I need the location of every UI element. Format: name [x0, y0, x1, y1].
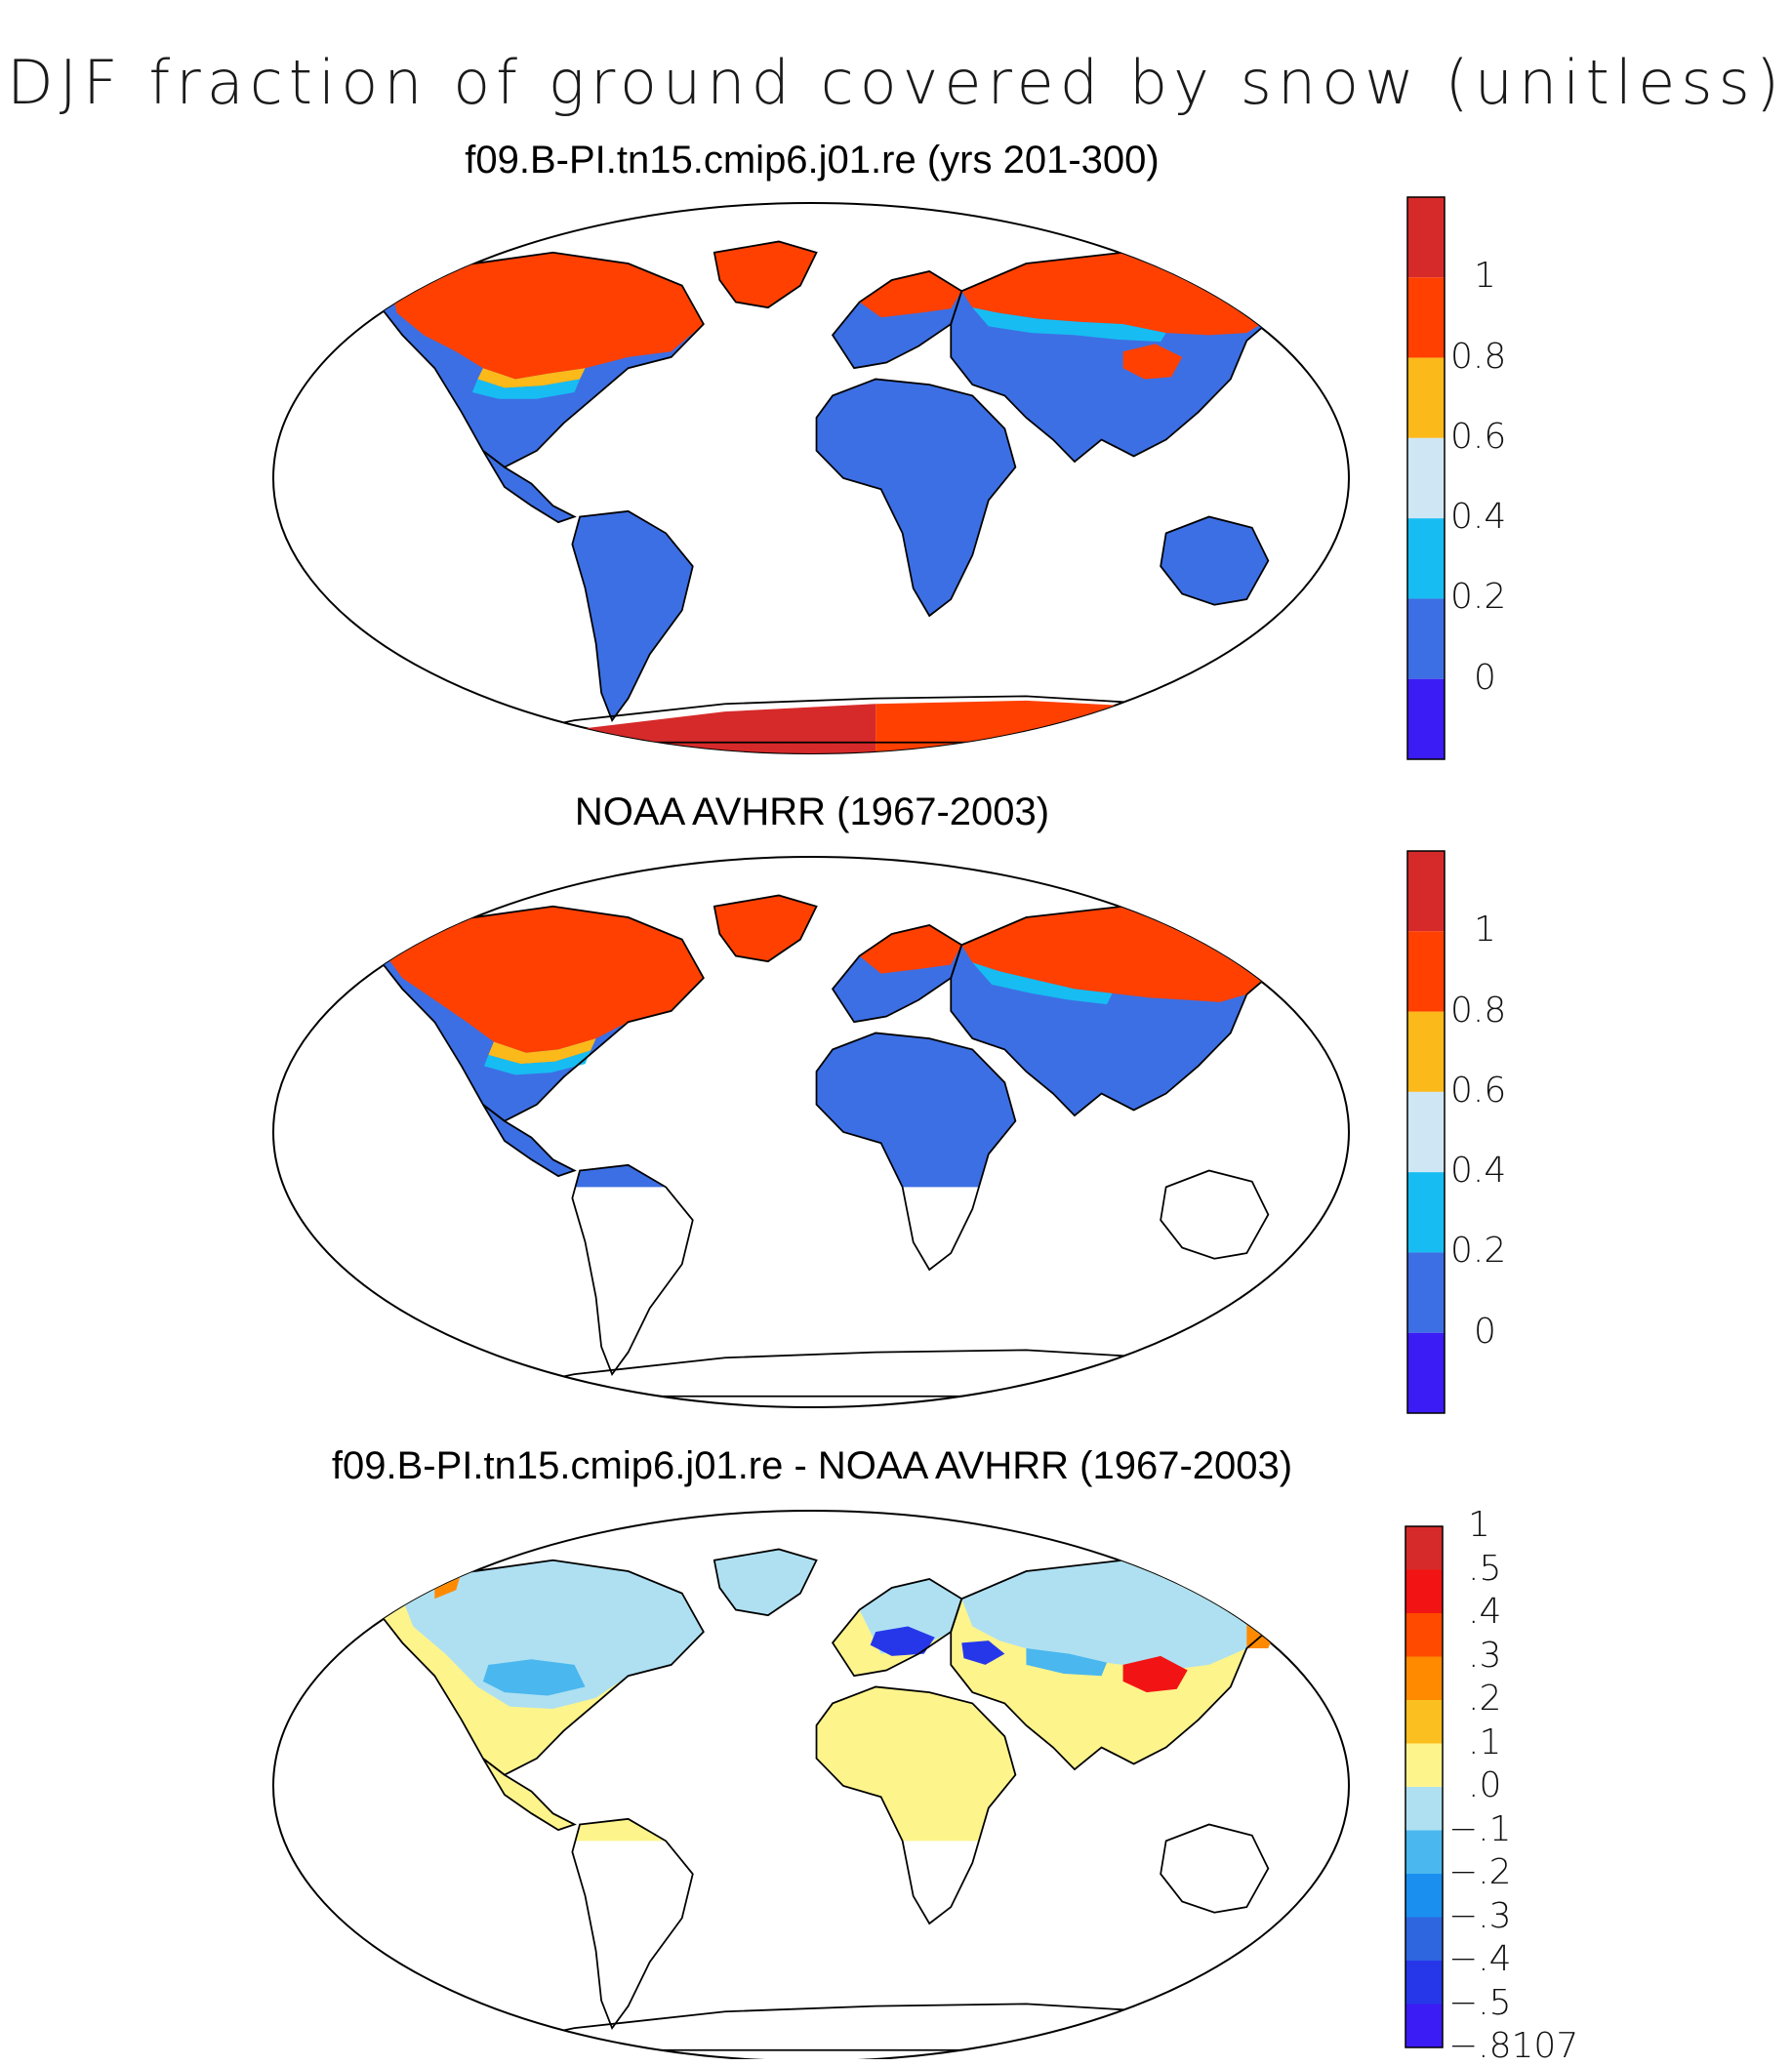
colorbar-frame — [1406, 850, 1446, 1414]
colorbar-swatch — [1405, 1830, 1443, 1874]
colorbar-swatch — [1407, 518, 1445, 599]
colorbar-tick-label: −.5 — [1448, 1982, 1512, 2023]
figure-title: DJF fraction of ground covered by snow (… — [6, 47, 1786, 118]
colorbar-tick-label: 1 — [1468, 1505, 1490, 1545]
colorbar-tick-label: 0.2 — [1450, 1231, 1507, 1272]
colorbar-swatch — [1407, 197, 1445, 278]
colorbar-tick-label: 1 — [1474, 910, 1496, 951]
colorbar-swatch — [1405, 1700, 1443, 1744]
colorbar-tick-label: .1 — [1468, 1722, 1502, 1762]
colorbar-tick-label: 0 — [1474, 1311, 1496, 1352]
colorbar-swatch — [1405, 1656, 1443, 1700]
colorbar-model — [1406, 196, 1446, 760]
colorbar-swatch — [1407, 1091, 1445, 1173]
colorbar-tick-label: −.2 — [1448, 1852, 1512, 1892]
map-panel-model — [272, 202, 1350, 754]
colorbar-tick-label: 0.8 — [1450, 990, 1507, 1031]
colorbar-tick-label: 0.4 — [1450, 497, 1507, 538]
colorbar-tick-label: 0.6 — [1450, 416, 1507, 457]
colorbar-swatch — [1405, 1613, 1443, 1657]
panel-title-model: f09.B-PI.tn15.cmip6.j01.re (yrs 201-300) — [465, 139, 1160, 182]
map-panel-difference — [272, 1510, 1350, 2059]
colorbar-observations — [1406, 850, 1446, 1414]
colorbar-swatch — [1405, 1961, 1443, 2005]
colorbar-swatch — [1405, 1526, 1443, 1570]
colorbar-swatch — [1405, 2004, 1443, 2047]
colorbar-tick-label: 0.6 — [1450, 1070, 1507, 1111]
colorbar-swatch — [1407, 678, 1445, 759]
colorbar-tick-label: .2 — [1468, 1679, 1502, 1719]
colorbar-swatch — [1405, 1743, 1443, 1787]
colorbar-swatch — [1407, 851, 1445, 932]
colorbar-swatch — [1407, 1252, 1445, 1333]
colorbar-tick-label: .5 — [1468, 1548, 1502, 1589]
colorbar-tick-label: −.8107 — [1448, 2026, 1579, 2066]
colorbar-tick-label: 0 — [1474, 657, 1496, 698]
colorbar-tick-label: 0.4 — [1450, 1151, 1507, 1192]
colorbar-swatch — [1407, 357, 1445, 438]
colorbar-swatch — [1407, 437, 1445, 519]
colorbar-tick-label: −.4 — [1448, 1939, 1512, 1979]
colorbar-tick-label: −.3 — [1448, 1895, 1512, 1936]
panel-title-difference: f09.B-PI.tn15.cmip6.j01.re - NOAA AVHRR … — [331, 1444, 1293, 1487]
colorbar-tick-label: −.1 — [1448, 1808, 1512, 1849]
colorbar-swatch — [1405, 1917, 1443, 1961]
colorbar-tick-label: 0.8 — [1450, 336, 1507, 377]
colorbar-swatch — [1405, 1787, 1443, 1831]
colorbar-swatch — [1405, 1874, 1443, 1918]
colorbar-frame — [1405, 1525, 1444, 2048]
colorbar-swatch — [1407, 931, 1445, 1012]
colorbar-swatch — [1407, 1332, 1445, 1413]
map-panel-observations — [272, 856, 1350, 1408]
panel-title-observations: NOAA AVHRR (1967-2003) — [574, 790, 1050, 833]
colorbar-swatch — [1407, 1172, 1445, 1253]
colorbar-swatch — [1407, 277, 1445, 358]
colorbar-swatch — [1407, 598, 1445, 679]
colorbar-difference — [1405, 1525, 1444, 2048]
colorbar-tick-label: .4 — [1468, 1592, 1502, 1632]
colorbar-tick-label: .0 — [1468, 1765, 1502, 1805]
colorbar-swatch — [1405, 1569, 1443, 1613]
colorbar-tick-label: 1 — [1474, 256, 1496, 297]
colorbar-tick-label: 0.2 — [1450, 577, 1507, 618]
colorbar-swatch — [1407, 1011, 1445, 1092]
colorbar-frame — [1406, 196, 1446, 760]
colorbar-tick-label: .3 — [1468, 1635, 1502, 1676]
